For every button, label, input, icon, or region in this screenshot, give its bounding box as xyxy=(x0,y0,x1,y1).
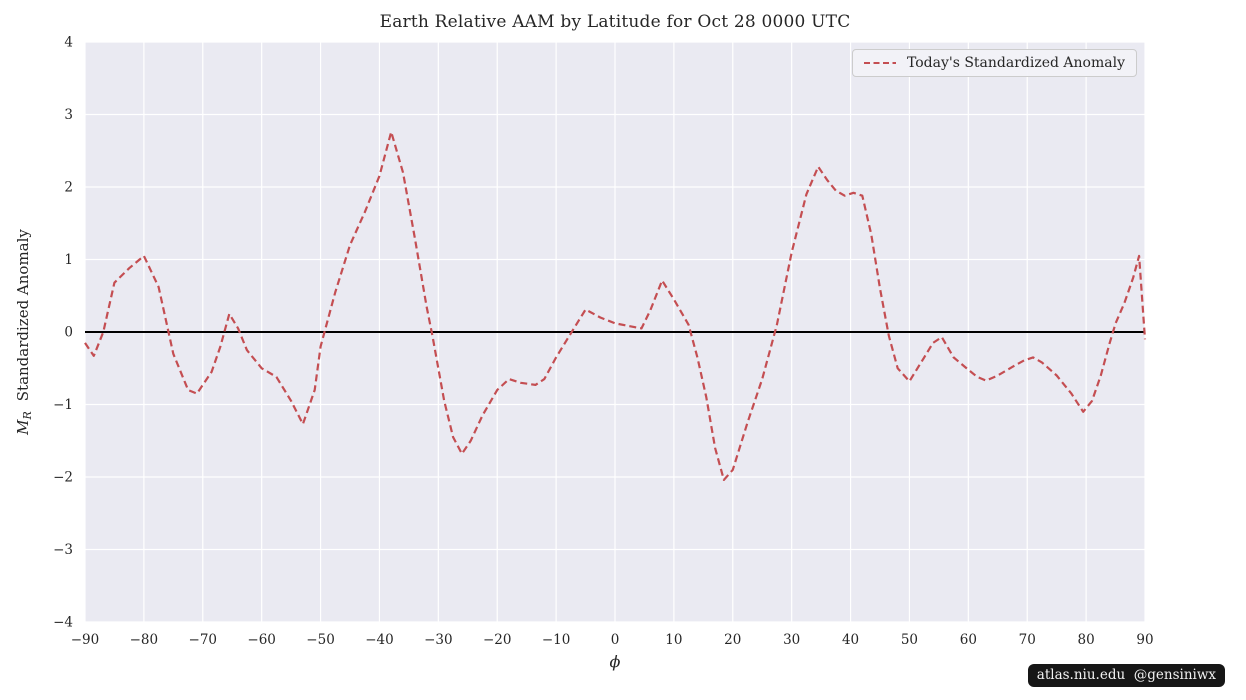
y-tick-label: −1 xyxy=(53,397,73,413)
x-tick-label: 50 xyxy=(901,632,918,648)
x-axis-label: ϕ xyxy=(610,652,621,671)
x-tick-label: −40 xyxy=(365,632,394,648)
x-tick-label: 20 xyxy=(724,632,741,648)
x-tick-label: 10 xyxy=(665,632,682,648)
watermark-badge: atlas.niu.edu @gensiniwx xyxy=(1027,664,1225,687)
y-tick-label: 2 xyxy=(64,180,73,196)
y-tick-label: 0 xyxy=(64,325,73,341)
legend-line-sample xyxy=(863,62,896,64)
x-tick-label: −80 xyxy=(130,632,159,648)
x-tick-label: −70 xyxy=(189,632,218,648)
x-tick-label: 90 xyxy=(1136,632,1153,648)
x-tick-label: 30 xyxy=(783,632,800,648)
y-axis-label: MR Standardized Anomaly xyxy=(14,229,34,436)
legend: Today's Standardized Anomaly xyxy=(851,49,1137,77)
chart-title: Earth Relative AAM by Latitude for Oct 2… xyxy=(379,12,851,32)
y-axis-tick-labels: −4 −3 −2 −1 0 1 2 3 4 xyxy=(53,35,73,631)
x-axis-tick-labels: −90 −80 −70 −60 −50 −40 −30 −20 −10 0 10 20 30 40 50 60… xyxy=(71,632,1154,648)
x-tick-label: −60 xyxy=(247,632,276,648)
y-tick-label: −3 xyxy=(53,542,73,558)
y-tick-label: −2 xyxy=(53,470,73,486)
y-axis-label-variable: M xyxy=(14,419,32,436)
x-tick-label: −30 xyxy=(424,632,453,648)
anomaly-line xyxy=(84,130,1147,481)
y-axis-label-text: Standardized Anomaly xyxy=(14,229,32,402)
y-tick-label: 3 xyxy=(64,107,73,123)
anomaly-line-group xyxy=(84,130,1147,481)
x-tick-label: 70 xyxy=(1019,632,1036,648)
x-tick-label: 60 xyxy=(960,632,977,648)
x-tick-label: 0 xyxy=(611,632,620,648)
legend-label: Today's Standardized Anomaly xyxy=(906,55,1125,71)
x-tick-label: −20 xyxy=(483,632,512,648)
y-tick-label: −4 xyxy=(53,615,73,631)
x-tick-label: −90 xyxy=(71,632,100,648)
y-tick-label: 4 xyxy=(64,35,73,51)
x-tick-label: 40 xyxy=(842,632,859,648)
x-tick-label: −50 xyxy=(306,632,335,648)
x-tick-label: 80 xyxy=(1078,632,1095,648)
x-tick-label: −10 xyxy=(542,632,571,648)
y-axis-label-subscript: R xyxy=(21,411,34,420)
y-tick-label: 1 xyxy=(64,252,73,268)
